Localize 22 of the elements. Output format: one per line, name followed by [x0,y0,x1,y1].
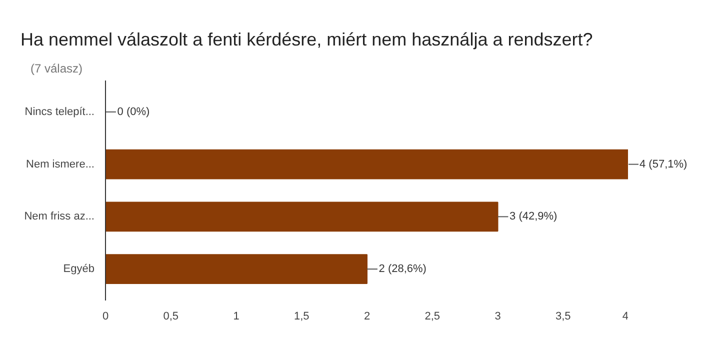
x-tick-label: 1 [233,310,240,322]
data-label: 3 (42,9%) [510,210,558,223]
chart-title: Ha nemmel válaszolt a fenti kérdésre, miért nem használja a rendszert? [20,30,593,50]
data-label: 2 (28,6%) [378,263,426,276]
y-tick-label: Nem ismere... [26,158,95,170]
y-tick-label: Egyéb [63,263,95,276]
x-tick-label: 1,5 [294,310,310,322]
data-label: 0 (0%) [117,106,150,118]
x-tick-label: 2 [364,310,370,322]
x-tick-label: 4 [622,310,629,322]
bar [106,149,628,180]
bar [106,202,498,232]
chart-subtitle: (7 válasz) [30,62,83,76]
x-tick-label: 3 [494,310,501,322]
x-tick-label: 2,5 [424,310,440,322]
y-tick-label: Nem friss az... [24,210,95,223]
x-tick-label: 3,5 [555,310,571,322]
bar [106,254,368,284]
data-label: 4 (57,1%) [640,158,688,170]
x-tick-label: 0,5 [163,310,179,322]
x-tick-label: 0 [102,310,109,322]
y-tick-label: Nincs telepít... [24,106,95,118]
